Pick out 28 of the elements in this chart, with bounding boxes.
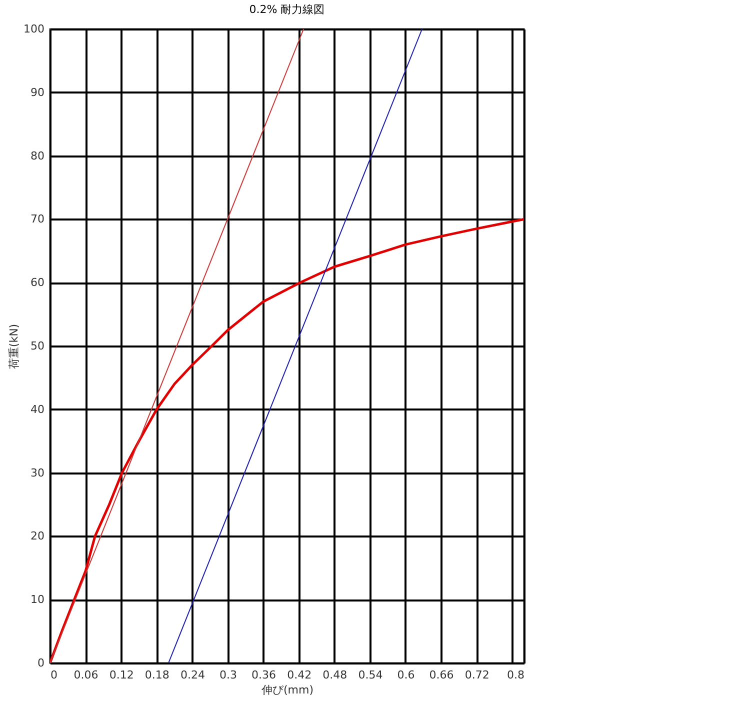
y-tick-label: 80: [30, 149, 44, 162]
x-tick-label: 0.48: [322, 668, 348, 682]
x-tick-label: 0.12: [109, 668, 134, 682]
x-tick-label: 0.72: [464, 668, 490, 682]
x-tick-label: 0.3: [220, 668, 237, 682]
y-tick-label: 10: [30, 593, 44, 606]
y-tick-label: 100: [24, 22, 44, 36]
x-tick-label: 0.42: [287, 668, 312, 682]
y-tick-label: 40: [30, 402, 44, 416]
x-tick-label: 0.8: [507, 668, 524, 682]
x-tick-label: 0.06: [74, 668, 98, 682]
x-tick-label: 0.6: [397, 668, 415, 682]
y-axis-title: 荷重(kN): [8, 324, 21, 370]
chart-title: 0.2% 耐力線図: [249, 3, 325, 16]
y-tick-label: 20: [30, 530, 44, 543]
x-tick-label: 0.36: [252, 668, 276, 682]
x-tick-label: 0.24: [180, 668, 205, 682]
y-tick-label: 30: [30, 466, 44, 480]
y-tick-label: 90: [30, 86, 44, 99]
x-tick-label: 0.54: [358, 668, 383, 682]
x-tick-label: 0: [50, 668, 58, 682]
y-tick-label: 70: [30, 212, 44, 226]
x-tick-label: 0.66: [429, 668, 454, 682]
y-tick-label: 60: [30, 276, 44, 290]
y-tick-label: 0: [38, 656, 44, 670]
y-tick-label: 50: [30, 340, 44, 352]
x-axis-title: 伸び(mm): [261, 684, 314, 696]
x-tick-label: 0.18: [144, 668, 170, 682]
